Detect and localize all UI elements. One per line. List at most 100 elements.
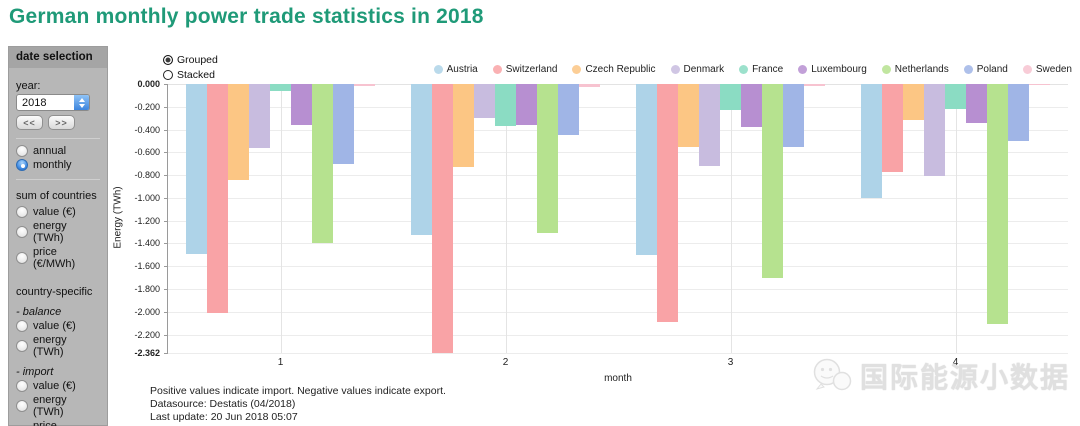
radio-option-sum-energy-twh[interactable]: energy (TWh) [16,220,100,244]
radio-option-import-price-mwh[interactable]: price (€/MWh) [16,420,100,426]
radio-option-import-energy-twh[interactable]: energy (TWh) [16,394,100,418]
bar-luxembourg-month-1[interactable] [291,84,312,125]
bar-austria-month-4[interactable] [861,84,882,198]
bar-france-month-3[interactable] [720,84,741,111]
bar-luxembourg-month-2[interactable] [516,84,537,125]
legend-label: Poland [976,64,1008,75]
legend-item-netherlands[interactable]: Netherlands [881,64,949,75]
month-gridline [730,84,732,353]
bar-denmark-month-2[interactable] [474,84,495,119]
legend-item-france[interactable]: France [739,64,783,75]
year-select[interactable]: 2018 [16,94,90,111]
radio-unselected-icon[interactable] [16,380,28,392]
radio-option-sum-value[interactable]: value (€) [16,206,100,218]
prev-year-button[interactable]: << [16,115,43,130]
radio-unselected-icon[interactable] [16,340,28,352]
legend-item-austria[interactable]: Austria [433,64,478,75]
bar-sweden-month-3[interactable] [804,84,825,87]
legend-item-czech-republic[interactable]: Czech Republic [572,64,656,75]
radio-selected-icon[interactable] [16,159,28,171]
radio-unselected-icon[interactable] [16,226,28,238]
radio-option-balance-energy-twh[interactable]: energy (TWh) [16,334,100,358]
radio-option-import-value[interactable]: value (€) [16,380,100,392]
select-stepper-icon[interactable] [74,95,89,110]
y-tick-mark [164,152,168,154]
legend-item-poland[interactable]: Poland [963,64,1008,75]
chart-mode-grouped[interactable]: Grouped [163,54,218,66]
gridline [168,84,1068,85]
bar-netherlands-month-3[interactable] [762,84,783,278]
bar-switzerland-month-2[interactable] [432,84,453,353]
y-tick-mark [164,220,168,222]
y-tick-mark [164,129,168,131]
bar-denmark-month-3[interactable] [699,84,720,166]
bar-luxembourg-month-3[interactable] [741,84,762,128]
bar-austria-month-3[interactable] [636,84,657,255]
gridline [168,334,1068,336]
bar-sweden-month-1[interactable] [354,84,375,87]
x-axis-label: month [604,373,632,384]
bar-sweden-month-4[interactable] [1029,84,1050,86]
radio-selected-icon[interactable] [163,55,173,65]
chart-mode-stacked[interactable]: Stacked [163,69,215,81]
sum-of-countries-title: sum of countries [16,190,97,202]
bar-switzerland-month-3[interactable] [657,84,678,323]
radio-option-sum-price-mwh[interactable]: price (€/MWh) [16,246,100,270]
bar-austria-month-1[interactable] [186,84,207,254]
legend-dot-icon [1022,65,1032,74]
legend-item-sweden[interactable]: Sweden [1022,64,1072,75]
legend-label: Denmark [683,64,725,75]
bar-austria-month-2[interactable] [411,84,432,236]
bar-switzerland-month-1[interactable] [207,84,228,313]
divider [16,179,100,180]
radio-option-label: price (€/MWh) [33,420,57,426]
bar-france-month-4[interactable] [945,84,966,110]
y-tick-label: -0.800 [134,170,160,181]
y-tick-mark [164,288,168,290]
footnote-last-update: Last update: 20 Jun 2018 05:07 [150,411,298,424]
radio-unselected-icon[interactable] [16,252,28,264]
radio-unselected-icon[interactable] [16,206,28,218]
x-tick-label: 4 [952,357,959,368]
page-title: German monthly power trade statistics in… [9,5,484,28]
y-tick-mark [164,84,168,85]
legend-dot-icon [492,65,502,74]
bar-poland-month-4[interactable] [1008,84,1029,141]
period-radio-group: annual monthly [16,145,100,171]
bar-france-month-1[interactable] [270,84,291,91]
bar-denmark-month-4[interactable] [924,84,945,177]
next-year-button[interactable]: >> [48,115,75,130]
radio-unselected-icon[interactable] [16,145,28,157]
bar-netherlands-month-1[interactable] [312,84,333,244]
gridline [168,311,1068,313]
bar-poland-month-3[interactable] [783,84,804,147]
radio-option-period-annual[interactable]: annual [16,145,100,157]
chart-mode-label: Stacked [177,69,215,81]
bar-sweden-month-2[interactable] [579,84,600,88]
legend-item-denmark[interactable]: Denmark [670,64,725,75]
bar-czech-republic-month-2[interactable] [453,84,474,168]
bar-czech-republic-month-4[interactable] [903,84,924,121]
gridline [168,197,1068,199]
radio-unselected-icon[interactable] [16,400,28,412]
bar-luxembourg-month-4[interactable] [966,84,987,123]
bar-czech-republic-month-1[interactable] [228,84,249,180]
bar-france-month-2[interactable] [495,84,516,127]
legend-item-luxembourg[interactable]: Luxembourg [798,64,867,75]
bar-poland-month-2[interactable] [558,84,579,136]
watermark-text: 国际能源小数据 [860,362,1071,393]
gridline [168,175,1068,177]
bar-switzerland-month-4[interactable] [882,84,903,172]
radio-unselected-icon[interactable] [16,320,28,332]
legend-item-switzerland[interactable]: Switzerland [492,64,557,75]
bar-denmark-month-1[interactable] [249,84,270,148]
bar-netherlands-month-4[interactable] [987,84,1008,325]
bar-czech-republic-month-3[interactable] [678,84,699,147]
radio-unselected-icon[interactable] [163,70,173,80]
bar-netherlands-month-2[interactable] [537,84,558,234]
radio-option-balance-value[interactable]: value (€) [16,320,100,332]
bar-poland-month-1[interactable] [333,84,354,164]
y-tick-label: -1.600 [134,261,160,272]
legend-label: Netherlands [894,64,949,75]
radio-option-period-monthly[interactable]: monthly [16,159,100,171]
